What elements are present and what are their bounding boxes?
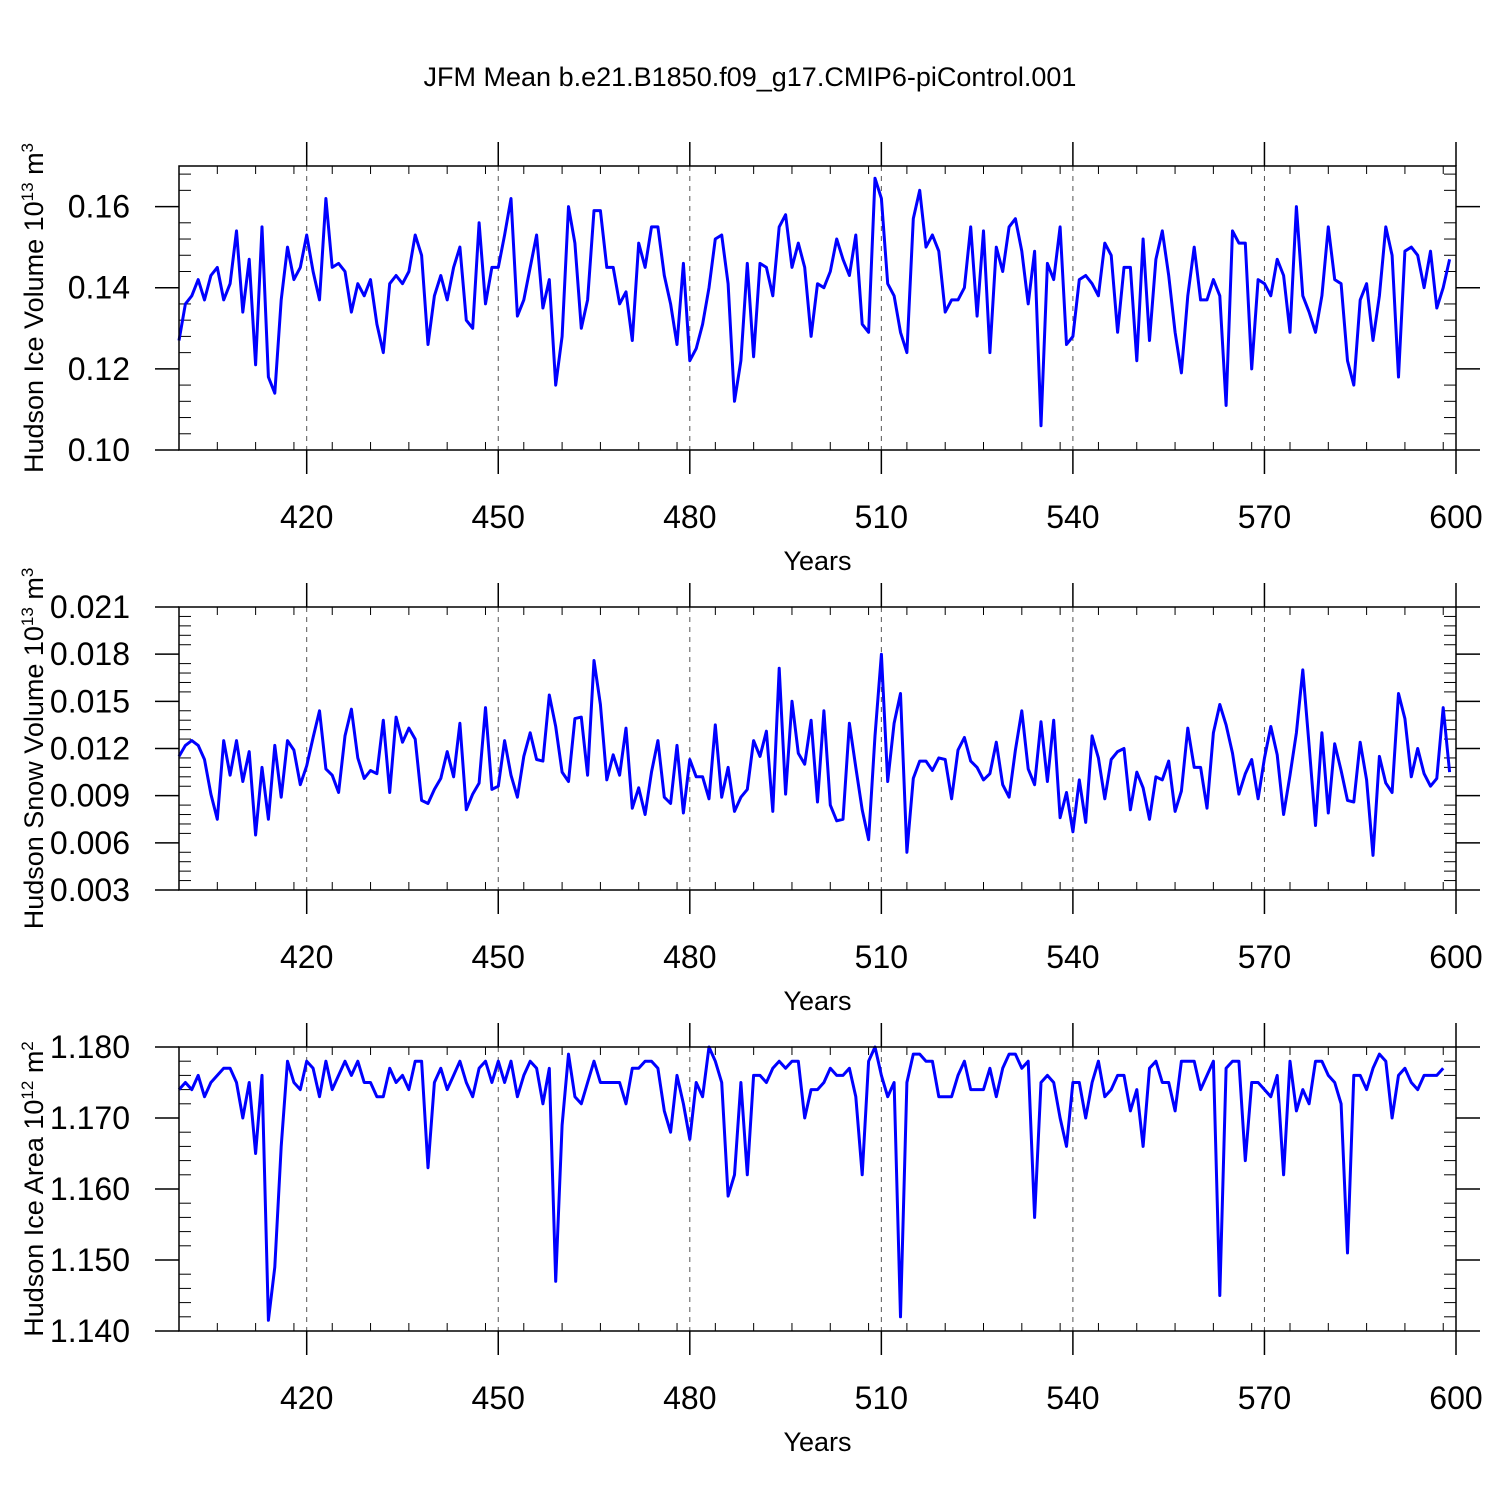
y-tick-label: 0.10	[68, 432, 130, 468]
x-tick-label: 480	[663, 939, 716, 975]
y-tick-label: 0.018	[50, 636, 130, 672]
panel-3: 420 450 480 510 540 570 600 1.140 1.150 1.160 1.17…	[18, 1023, 1483, 1457]
x-tick-label: 420	[280, 1380, 333, 1416]
y-tick-label: 0.021	[50, 589, 130, 625]
x-axis-label: Years	[783, 1427, 851, 1457]
y-tick-label: 1.150	[50, 1242, 130, 1278]
x-tick-label: 600	[1429, 499, 1482, 535]
y-tick-label: 0.009	[50, 778, 130, 814]
x-tick-label: 600	[1429, 1380, 1482, 1416]
data-series-line	[177, 1045, 1445, 1322]
x-tick-label: 540	[1046, 1380, 1099, 1416]
x-tick-label: 570	[1238, 1380, 1291, 1416]
x-axis-label: Years	[783, 986, 851, 1016]
y-tick-label: 0.12	[68, 351, 130, 387]
plot-frame	[178, 606, 1457, 891]
x-tick-label: 510	[855, 1380, 908, 1416]
x-tick-label: 510	[855, 499, 908, 535]
x-tick-label: 420	[280, 939, 333, 975]
y-tick-label: 0.012	[50, 731, 130, 767]
x-tick-label: 420	[280, 499, 333, 535]
y-tick-label: 0.16	[68, 189, 130, 225]
chart-title: JFM Mean b.e21.B1850.f09_g17.CMIP6-piCon…	[423, 62, 1077, 92]
x-tick-label: 540	[1046, 939, 1099, 975]
x-tick-label: 510	[855, 939, 908, 975]
panel-2: 420 450 480 510 540 570 600 0.003 0.006 0.009 0.01…	[18, 568, 1483, 1016]
x-tick-label: 450	[472, 1380, 525, 1416]
y-tick-label: 1.140	[50, 1313, 130, 1349]
x-axis-label: Years	[783, 546, 851, 576]
x-tick-label: 600	[1429, 939, 1482, 975]
x-tick-label: 450	[472, 499, 525, 535]
y-tick-label: 1.170	[50, 1100, 130, 1136]
y-tick-label: 0.015	[50, 683, 130, 719]
plot-frame	[178, 165, 1457, 451]
x-tick-label: 570	[1238, 939, 1291, 975]
data-series-line	[177, 176, 1452, 428]
y-axis-label: Hudson Snow Volume 1013 m3	[18, 568, 49, 930]
y-tick-label: 0.14	[68, 270, 130, 306]
x-tick-label: 450	[472, 939, 525, 975]
y-axis-label: Hudson Ice Area 1012 m2	[18, 1041, 49, 1337]
x-tick-label: 480	[663, 1380, 716, 1416]
y-axis-label: Hudson Ice Volume 1013 m3	[18, 143, 49, 473]
x-tick-label: 540	[1046, 499, 1099, 535]
panel-1: 420 450 480 510 540 570 600 0.10 0.12 0.14 0.16 Yea…	[18, 142, 1483, 576]
x-tick-label: 480	[663, 499, 716, 535]
plot-frame	[178, 1046, 1457, 1332]
y-tick-label: 1.180	[50, 1029, 130, 1065]
y-tick-label: 0.006	[50, 825, 130, 861]
y-tick-label: 1.160	[50, 1171, 130, 1207]
data-series-line	[177, 652, 1452, 857]
y-tick-label: 0.003	[50, 872, 130, 908]
x-tick-label: 570	[1238, 499, 1291, 535]
